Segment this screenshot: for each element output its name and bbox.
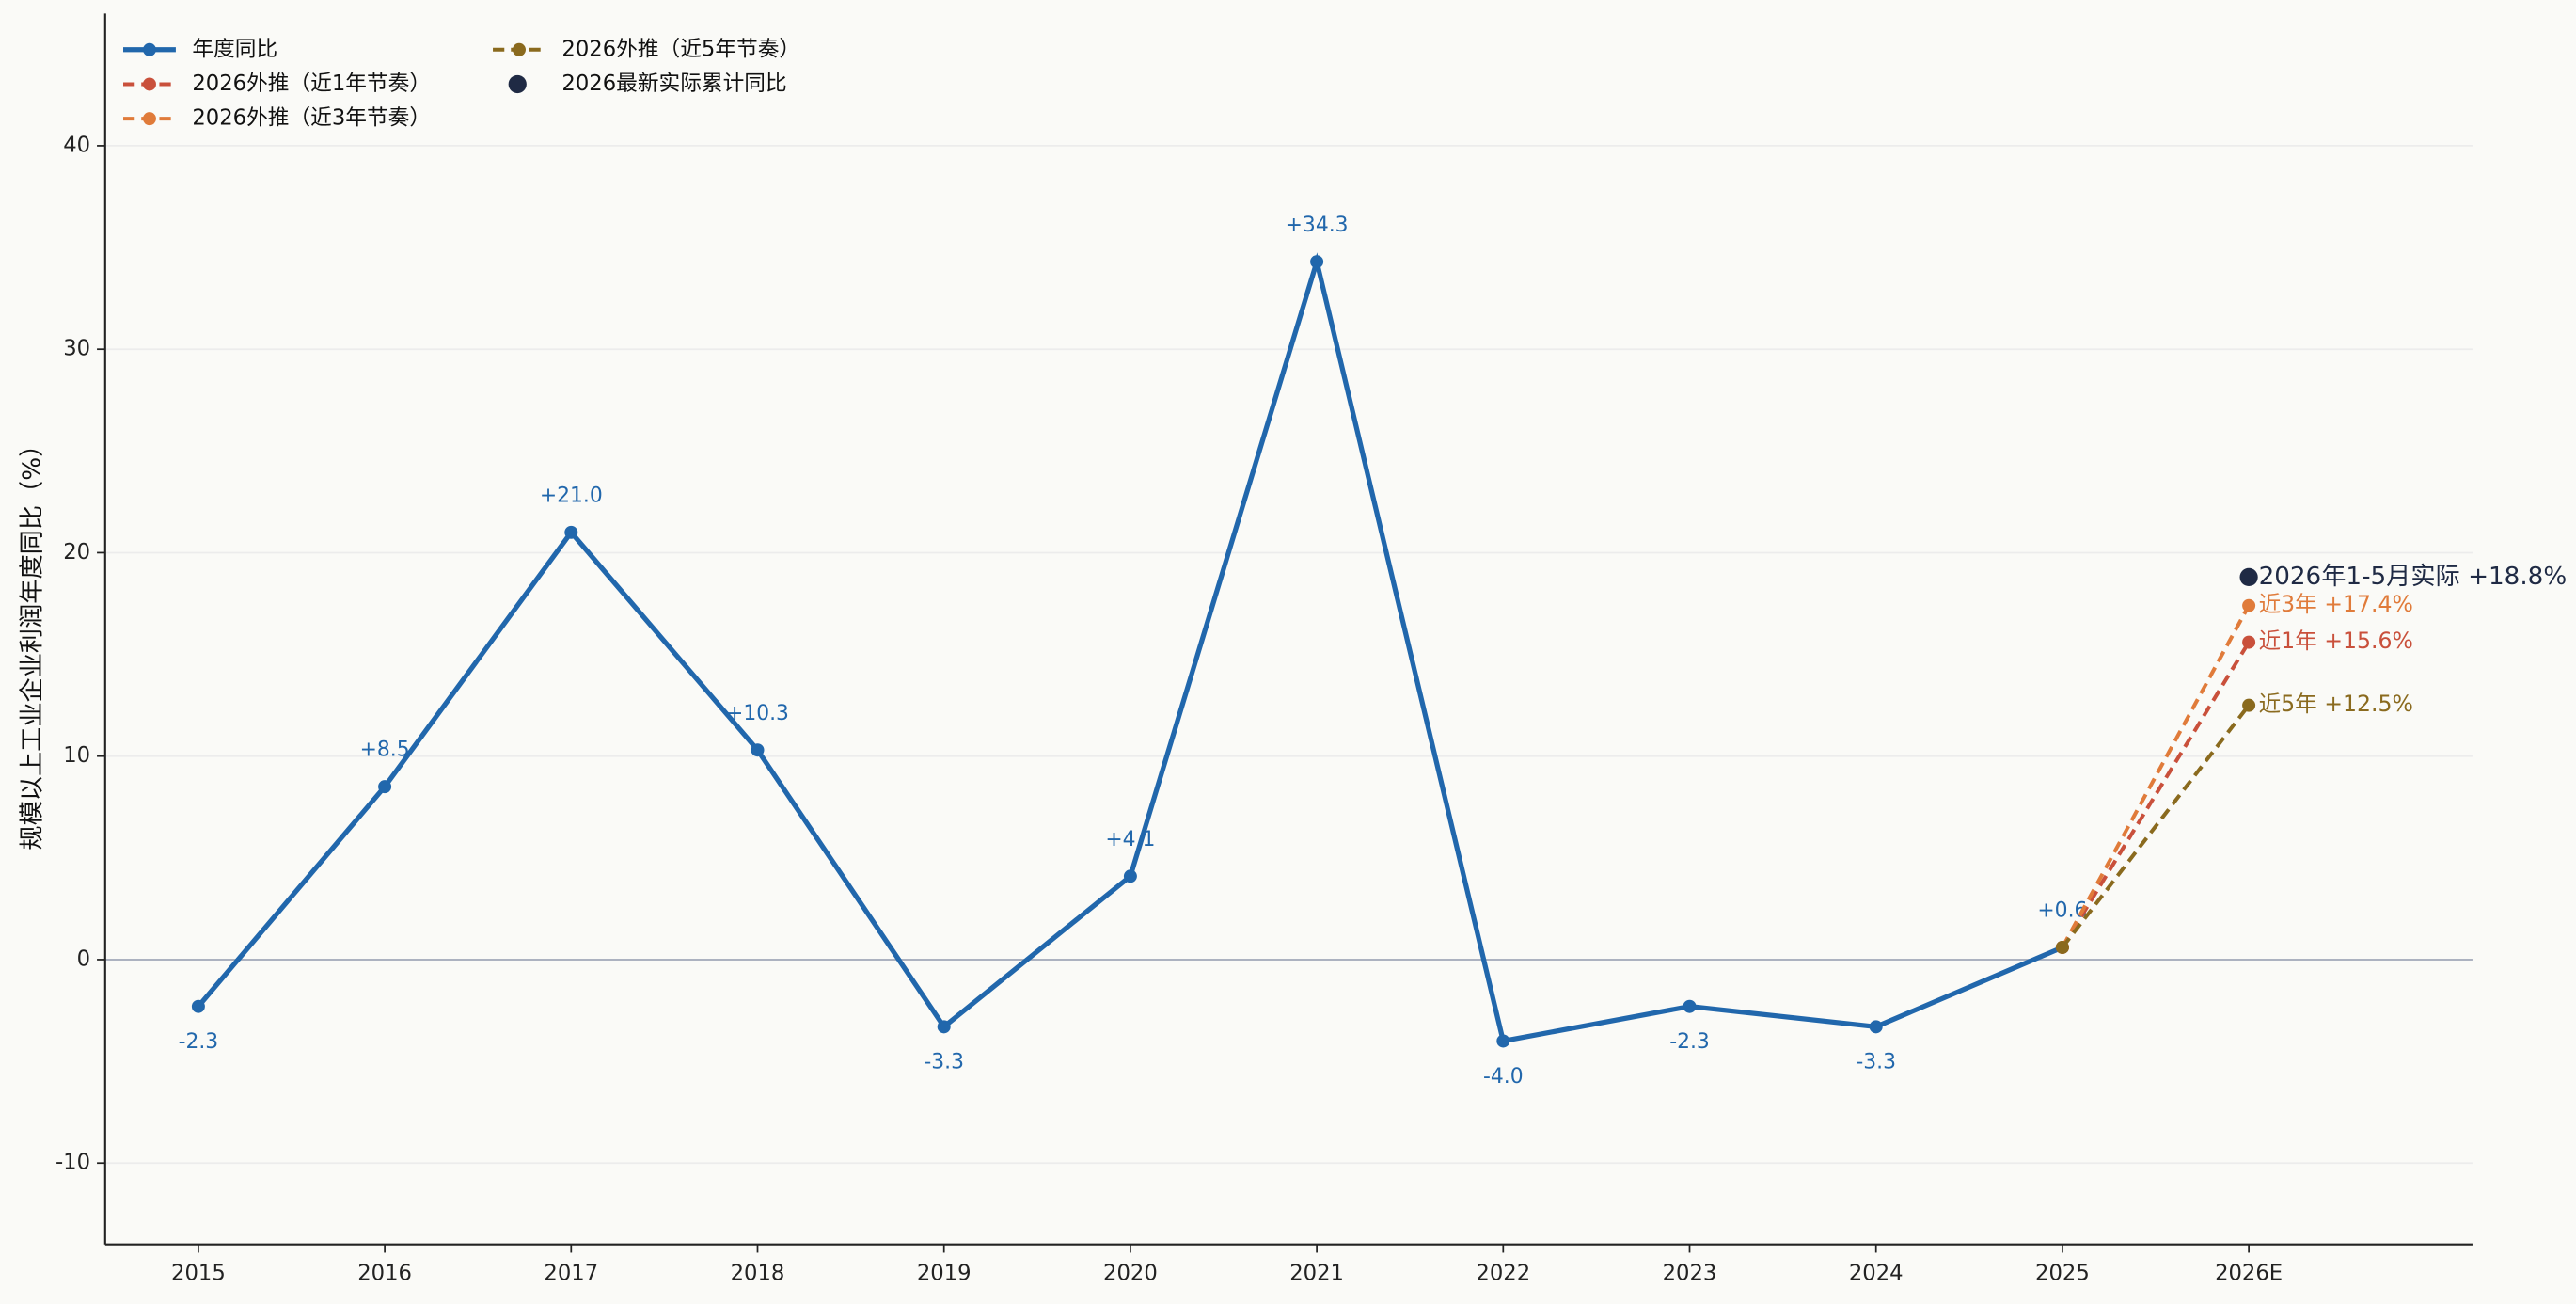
data-point	[751, 743, 765, 757]
data-label: +21.0	[540, 484, 603, 507]
x-tick-label: 2024	[1849, 1262, 1904, 1286]
y-tick-label: 30	[63, 337, 90, 361]
x-tick-label: 2021	[1289, 1262, 1344, 1286]
data-label: -4.0	[1483, 1065, 1524, 1089]
data-label: -2.3	[1669, 1030, 1710, 1054]
data-point	[1496, 1034, 1510, 1048]
legend-marker	[508, 74, 527, 94]
data-label: +8.5	[360, 739, 410, 762]
legend-marker	[142, 77, 156, 91]
data-label: +10.3	[726, 702, 789, 725]
y-tick-label: 10	[63, 743, 90, 768]
series-line	[2061, 641, 2251, 949]
x-tick-label: 2022	[1476, 1262, 1530, 1286]
y-tick-label: 20	[63, 540, 90, 565]
x-tick-label: 2023	[1663, 1262, 1717, 1286]
data-label: 近5年 +12.5%	[2259, 691, 2413, 717]
data-point	[564, 525, 578, 539]
series-line	[2061, 604, 2251, 948]
legend-label: 2026外推（近5年节奏）	[561, 37, 800, 61]
legend-label: 2026外推（近3年节奏）	[192, 106, 431, 131]
y-tick-label: 0	[77, 946, 90, 971]
y-tick-label: -10	[55, 1151, 90, 1175]
data-point	[191, 999, 205, 1013]
legend-label: 年度同比	[192, 37, 277, 61]
data-point	[937, 1020, 951, 1034]
data-point	[2239, 567, 2258, 587]
data-point	[2055, 941, 2069, 954]
x-tick-label: 2026E	[2215, 1262, 2283, 1286]
data-label: -2.3	[179, 1030, 219, 1054]
x-tick-label: 2018	[731, 1262, 785, 1286]
legend-marker	[142, 42, 156, 56]
x-tick-label: 2016	[357, 1262, 412, 1286]
data-label: -3.3	[924, 1051, 964, 1074]
data-label: 2026年1-5月实际 +18.8%	[2259, 563, 2568, 591]
legend-marker	[142, 112, 156, 126]
y-tick-label: 40	[63, 133, 90, 157]
data-label: -3.3	[1856, 1051, 1896, 1074]
x-tick-label: 2015	[171, 1262, 226, 1286]
data-point	[2242, 598, 2256, 612]
x-tick-label: 2025	[2035, 1262, 2090, 1286]
data-point	[1123, 869, 1137, 883]
data-label: 近1年 +15.6%	[2259, 628, 2413, 654]
data-point	[1310, 255, 1324, 269]
data-point	[1869, 1020, 1883, 1034]
x-tick-label: 2019	[917, 1262, 972, 1286]
data-label: +0.6	[2037, 899, 2087, 923]
legend-label: 2026最新实际累计同比	[561, 72, 786, 96]
data-label: +34.3	[1286, 214, 1349, 237]
x-tick-label: 2020	[1103, 1262, 1158, 1286]
data-point	[1683, 999, 1697, 1013]
data-label: +4.1	[1105, 828, 1155, 851]
x-tick-label: 2017	[544, 1262, 598, 1286]
data-point	[2242, 635, 2256, 649]
legend-label: 2026外推（近1年节奏）	[192, 72, 431, 96]
legend-marker	[513, 42, 526, 56]
y-axis-label: 规模以上工业企业利润年度同比（%）	[18, 433, 46, 851]
series-line	[2061, 704, 2251, 949]
data-point	[378, 780, 392, 794]
data-label: 近3年 +17.4%	[2259, 591, 2413, 617]
data-point	[2242, 698, 2256, 712]
